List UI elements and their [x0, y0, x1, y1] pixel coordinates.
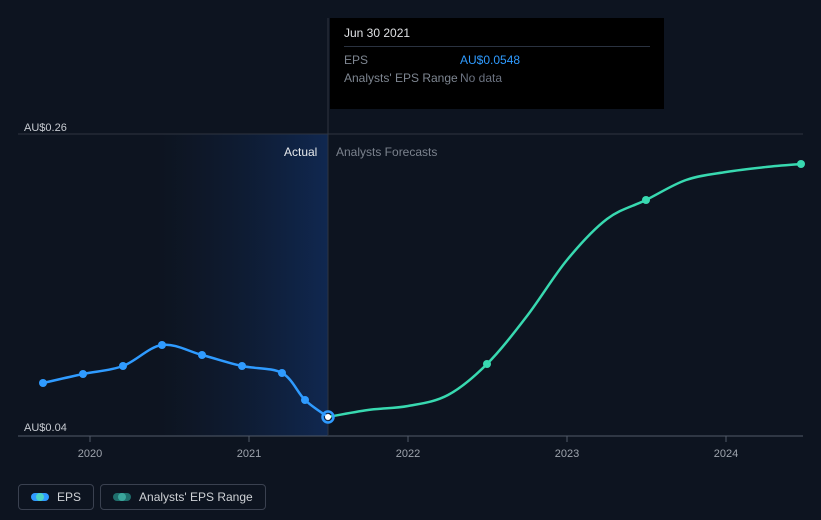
- tooltip-row-range: Analysts' EPS Range No data: [344, 71, 650, 85]
- y-tick-min: AU$0.04: [24, 422, 67, 434]
- y-tick-max: AU$0.26: [24, 122, 67, 134]
- actual-label: Actual: [284, 145, 317, 159]
- legend-label-eps: EPS: [57, 490, 81, 504]
- x-tick-label: 2021: [237, 448, 261, 460]
- legend: EPS Analysts' EPS Range: [18, 484, 266, 510]
- current-point: [325, 414, 331, 420]
- legend-item-eps[interactable]: EPS: [18, 484, 94, 510]
- tooltip-label-eps: EPS: [344, 53, 460, 67]
- legend-label-range: Analysts' EPS Range: [139, 490, 253, 504]
- actual-shade: [156, 134, 328, 436]
- forecast-label: Analysts Forecasts: [336, 145, 437, 159]
- tooltip-value-range: No data: [460, 71, 502, 85]
- x-tick-label: 2023: [555, 448, 579, 460]
- x-tick-label: 2022: [396, 448, 420, 460]
- x-axis-ticks: [90, 436, 726, 442]
- tooltip-value-eps: AU$0.0548: [460, 53, 520, 67]
- tooltip-label-range: Analysts' EPS Range: [344, 71, 460, 85]
- forecast-line: [328, 164, 801, 417]
- legend-swatch-eps: [31, 493, 49, 501]
- x-tick-label: 2020: [78, 448, 102, 460]
- tooltip-row-eps: EPS AU$0.0548: [344, 53, 650, 67]
- x-tick-label: 2024: [714, 448, 738, 460]
- legend-item-range[interactable]: Analysts' EPS Range: [100, 484, 266, 510]
- tooltip-divider: [344, 46, 650, 47]
- chart-tooltip: Jun 30 2021 EPS AU$0.0548 Analysts' EPS …: [330, 18, 664, 109]
- forecast-markers: [483, 160, 805, 368]
- legend-swatch-range: [113, 493, 131, 501]
- tooltip-date: Jun 30 2021: [344, 26, 650, 40]
